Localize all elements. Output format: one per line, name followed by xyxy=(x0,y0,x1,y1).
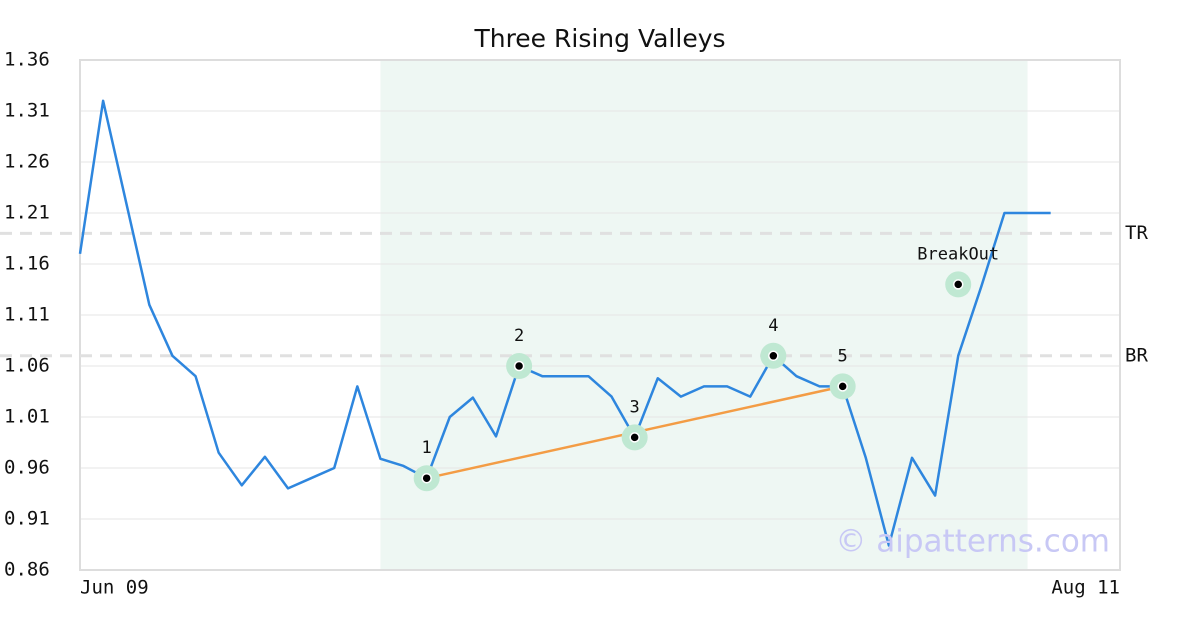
y-tick-label: 1.01 xyxy=(4,406,50,428)
chart-title: Three Rising Valleys xyxy=(473,24,725,53)
marker-label: 1 xyxy=(422,438,432,458)
marker xyxy=(513,360,525,372)
marker-label: 3 xyxy=(630,397,640,417)
y-tick-label: 1.26 xyxy=(4,151,50,173)
marker xyxy=(421,472,432,484)
y-tick-label: 1.31 xyxy=(4,100,50,122)
marker xyxy=(629,432,640,443)
x-tick-label: Jun 09 xyxy=(80,577,149,599)
marker xyxy=(952,279,964,290)
marker xyxy=(837,381,848,392)
marker-label: 2 xyxy=(514,326,524,346)
y-tick-label: 1.36 xyxy=(4,49,50,71)
reference-label: TR xyxy=(1125,222,1148,244)
y-tick-label: 1.21 xyxy=(4,202,50,224)
y-tick-label: 0.86 xyxy=(4,559,50,581)
y-tick-label: 0.96 xyxy=(4,457,50,479)
marker xyxy=(768,350,779,362)
marker-label: BreakOut xyxy=(917,244,999,264)
marker-label: 4 xyxy=(768,316,778,336)
y-tick-label: 1.06 xyxy=(4,355,50,377)
y-tick-label: 0.91 xyxy=(4,508,50,530)
reference-label: BR xyxy=(1125,344,1148,366)
y-tick-label: 1.16 xyxy=(4,253,50,275)
marker-label: 5 xyxy=(838,346,848,366)
plot-frame xyxy=(79,59,1121,571)
price-line xyxy=(78,99,1051,547)
y-tick-label: 1.11 xyxy=(4,304,50,326)
watermark: © aipatterns.com xyxy=(835,524,1110,560)
x-tick-label: Aug 11 xyxy=(1051,577,1120,599)
